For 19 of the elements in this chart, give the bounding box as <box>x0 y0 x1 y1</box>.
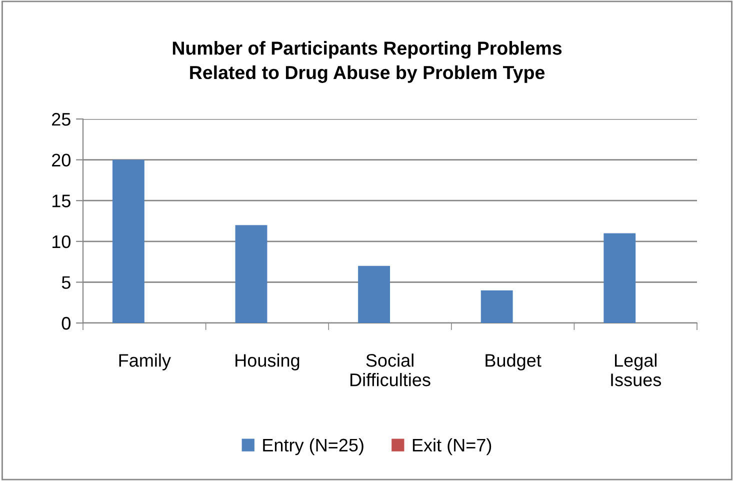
legend-label: Entry (N=25) <box>263 438 364 456</box>
y-tick-label: 5 <box>62 276 70 289</box>
bar <box>112 160 144 323</box>
bar <box>235 225 268 323</box>
legend-label: Exit (N=7) <box>412 438 492 456</box>
x-tick-label: Social Difficulties <box>350 354 430 386</box>
chart-title: Number of Participants Reporting Problems Related to Drug Abuse by Problem Type <box>172 41 562 83</box>
y-tick-label: 0 <box>62 316 70 330</box>
y-tick-label: 25 <box>52 112 70 126</box>
bar <box>358 266 390 323</box>
x-tick-label: Family <box>119 354 171 370</box>
y-tick-label: 10 <box>52 235 70 248</box>
y-tick-label: 20 <box>52 154 70 167</box>
bar <box>480 290 513 323</box>
x-tick-label: Housing <box>236 354 300 370</box>
x-tick-label: Legal Issues <box>611 354 662 386</box>
bar <box>604 233 636 323</box>
y-tick-label: 15 <box>52 194 70 208</box>
x-tick-label: Budget <box>486 354 542 370</box>
